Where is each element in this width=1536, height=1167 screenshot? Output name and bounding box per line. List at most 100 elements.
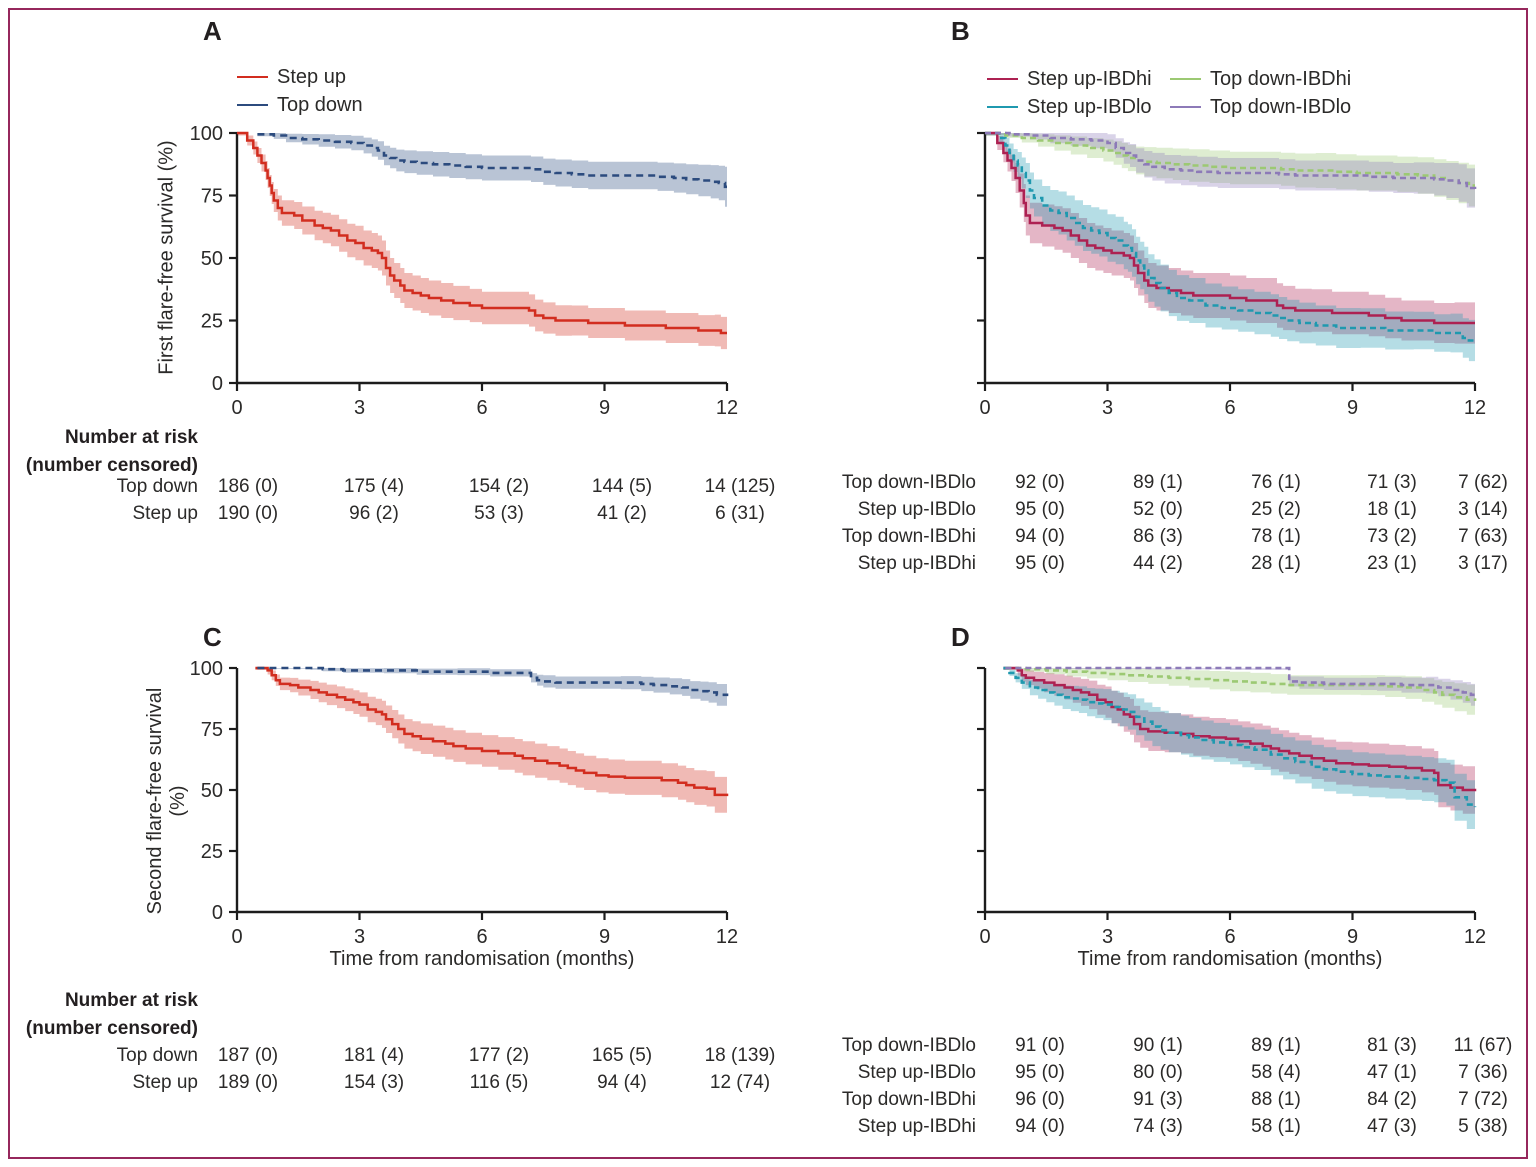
panel-c-y-axis-title: Second flare-free survival (%) xyxy=(144,687,189,915)
risk-row-label-top-down: Top down xyxy=(116,1045,198,1066)
panel-d-letter: D xyxy=(951,622,970,652)
risk-cell: 25 (2) xyxy=(1251,499,1301,520)
risk-cell: 181 (4) xyxy=(343,1045,405,1066)
risk-cell: 90 (1) xyxy=(1133,1035,1183,1056)
panel-d-x-axis-title: Time from randomisation (months) xyxy=(1077,948,1383,970)
risk-cell: 7 (72) xyxy=(1458,1089,1508,1110)
x-tick-label: 12 xyxy=(1464,926,1486,948)
risk-cell: 23 (1) xyxy=(1367,553,1417,574)
x-tick-label: 12 xyxy=(1464,397,1486,419)
km-curve-step-up-ibdhi xyxy=(985,131,1475,325)
risk-row-label-step-up: Step up xyxy=(132,503,199,524)
ci-band-step-up-ibdhi xyxy=(985,133,1475,345)
risk-cell: 175 (4) xyxy=(343,476,405,497)
risk-cell: 144 (5) xyxy=(591,476,653,497)
risk-cell: 94 (0) xyxy=(1015,526,1065,547)
risk-cell: 154 (2) xyxy=(468,476,530,497)
risk-cell: 3 (14) xyxy=(1458,499,1508,520)
legend-label: Step up-IBDlo xyxy=(1027,95,1152,118)
risk-cell: 187 (0) xyxy=(217,1045,279,1066)
risk-cell: 74 (3) xyxy=(1133,1116,1183,1137)
x-tick-label: 6 xyxy=(476,926,487,948)
x-tick-label: 12 xyxy=(716,397,738,419)
km-curve-step-up-ibdlo xyxy=(1003,666,1477,808)
risk-cell: 5 (38) xyxy=(1458,1116,1508,1137)
legend-line-swatch xyxy=(987,106,1018,108)
risk-cell: 186 (0) xyxy=(217,476,279,497)
risk-cell: 12 (74) xyxy=(709,1072,771,1093)
risk-cell: 91 (0) xyxy=(1015,1035,1065,1056)
risk-cell: 28 (1) xyxy=(1251,553,1301,574)
risk-row-label-step-up-ibdhi: Step up-IBDhi xyxy=(857,1116,976,1137)
risk-cell: 165 (5) xyxy=(591,1045,653,1066)
risk-row-label-step-up-ibdlo: Step up-IBDlo xyxy=(857,499,976,520)
risk-cell: 71 (3) xyxy=(1367,472,1417,493)
y-tick-label: 25 xyxy=(201,311,223,333)
x-tick-label: 3 xyxy=(1102,397,1113,419)
x-tick-label: 6 xyxy=(1224,397,1235,419)
risk-row-label-top-down-ibdlo: Top down-IBDlo xyxy=(841,472,976,493)
panel-c-plot: 0 25 50 75 100 0 3 6 9 12 xyxy=(190,658,739,948)
risk-table-subheader: (number censored) xyxy=(25,1018,198,1039)
panel-a-letter: A xyxy=(203,16,222,46)
km-curve-top-down-ibdlo xyxy=(985,131,1477,191)
risk-cell: 89 (1) xyxy=(1133,472,1183,493)
y-tick-label: 50 xyxy=(201,248,223,270)
legend-label: Top down-IBDlo xyxy=(1210,95,1352,118)
y-tick-label: 100 xyxy=(190,123,223,145)
legend-line-swatch xyxy=(237,76,268,78)
risk-cell: 95 (0) xyxy=(1015,1062,1065,1083)
km-curve-top-down-ibdhi xyxy=(1005,666,1477,701)
figure-frame xyxy=(8,8,1528,1159)
risk-row-label-top-down-ibdhi: Top down-IBDhi xyxy=(841,526,976,547)
risk-cell: 95 (0) xyxy=(1015,499,1065,520)
risk-cell: 73 (2) xyxy=(1367,526,1417,547)
y-tick-label: 0 xyxy=(212,902,223,924)
risk-row-label-step-up-ibdlo: Step up-IBDlo xyxy=(857,1062,976,1083)
risk-cell: 89 (1) xyxy=(1251,1035,1301,1056)
risk-cell: 84 (2) xyxy=(1367,1089,1417,1110)
panel-a-plot: 0 25 50 75 100 0 3 6 9 12 xyxy=(190,123,739,419)
km-curve-step-up xyxy=(255,666,729,797)
x-tick-label: 0 xyxy=(231,397,242,419)
panel-c-x-axis-title: Time from randomisation (months) xyxy=(329,948,635,970)
risk-cell: 44 (2) xyxy=(1133,553,1183,574)
km-curve-top-down-ibdhi xyxy=(985,131,1475,187)
risk-cell: 154 (3) xyxy=(343,1072,405,1093)
x-tick-label: 3 xyxy=(354,397,365,419)
x-tick-label: 6 xyxy=(1224,926,1235,948)
legend-label: Top down-IBDhi xyxy=(1210,67,1352,90)
x-tick-label: 12 xyxy=(716,926,738,948)
risk-cell: 14 (125) xyxy=(704,476,776,497)
risk-table-header: Number at risk xyxy=(64,427,198,448)
risk-cell: 18 (1) xyxy=(1367,499,1417,520)
risk-cell: 92 (0) xyxy=(1015,472,1065,493)
x-tick-label: 0 xyxy=(231,926,242,948)
y-tick-label: 0 xyxy=(212,373,223,395)
risk-cell: 190 (0) xyxy=(217,503,279,524)
risk-cell: 58 (1) xyxy=(1251,1116,1301,1137)
legend-entry-top-down: Top down xyxy=(237,93,363,117)
risk-cell: 78 (1) xyxy=(1251,526,1301,547)
risk-table-subheader: (number censored) xyxy=(25,455,198,476)
ci-band-top-down xyxy=(257,668,727,711)
x-tick-label: 3 xyxy=(354,926,365,948)
ci-band-top-down-ibdlo xyxy=(1005,668,1475,709)
x-tick-label: 6 xyxy=(476,397,487,419)
legend-entry-step-up: Step up xyxy=(237,65,346,89)
risk-row-label-step-up-ibdhi: Step up-IBDhi xyxy=(857,553,976,574)
risk-cell: 94 (0) xyxy=(1015,1116,1065,1137)
legend-entry-top-down-ibdlo: Top down-IBDlo xyxy=(1170,95,1351,119)
legend-line-swatch xyxy=(1170,106,1201,108)
x-tick-label: 9 xyxy=(599,397,610,419)
risk-cell: 80 (0) xyxy=(1133,1062,1183,1083)
risk-cell: 86 (3) xyxy=(1133,526,1183,547)
risk-cell: 91 (3) xyxy=(1133,1089,1183,1110)
risk-cell: 52 (0) xyxy=(1133,499,1183,520)
km-curve-top-down xyxy=(257,666,729,697)
risk-row-label-top-down: Top down xyxy=(116,476,198,497)
x-tick-label: 9 xyxy=(1347,926,1358,948)
km-curve-step-up-ibdlo xyxy=(985,131,1475,342)
risk-cell: 94 (4) xyxy=(597,1072,647,1093)
risk-cell: 189 (0) xyxy=(217,1072,279,1093)
